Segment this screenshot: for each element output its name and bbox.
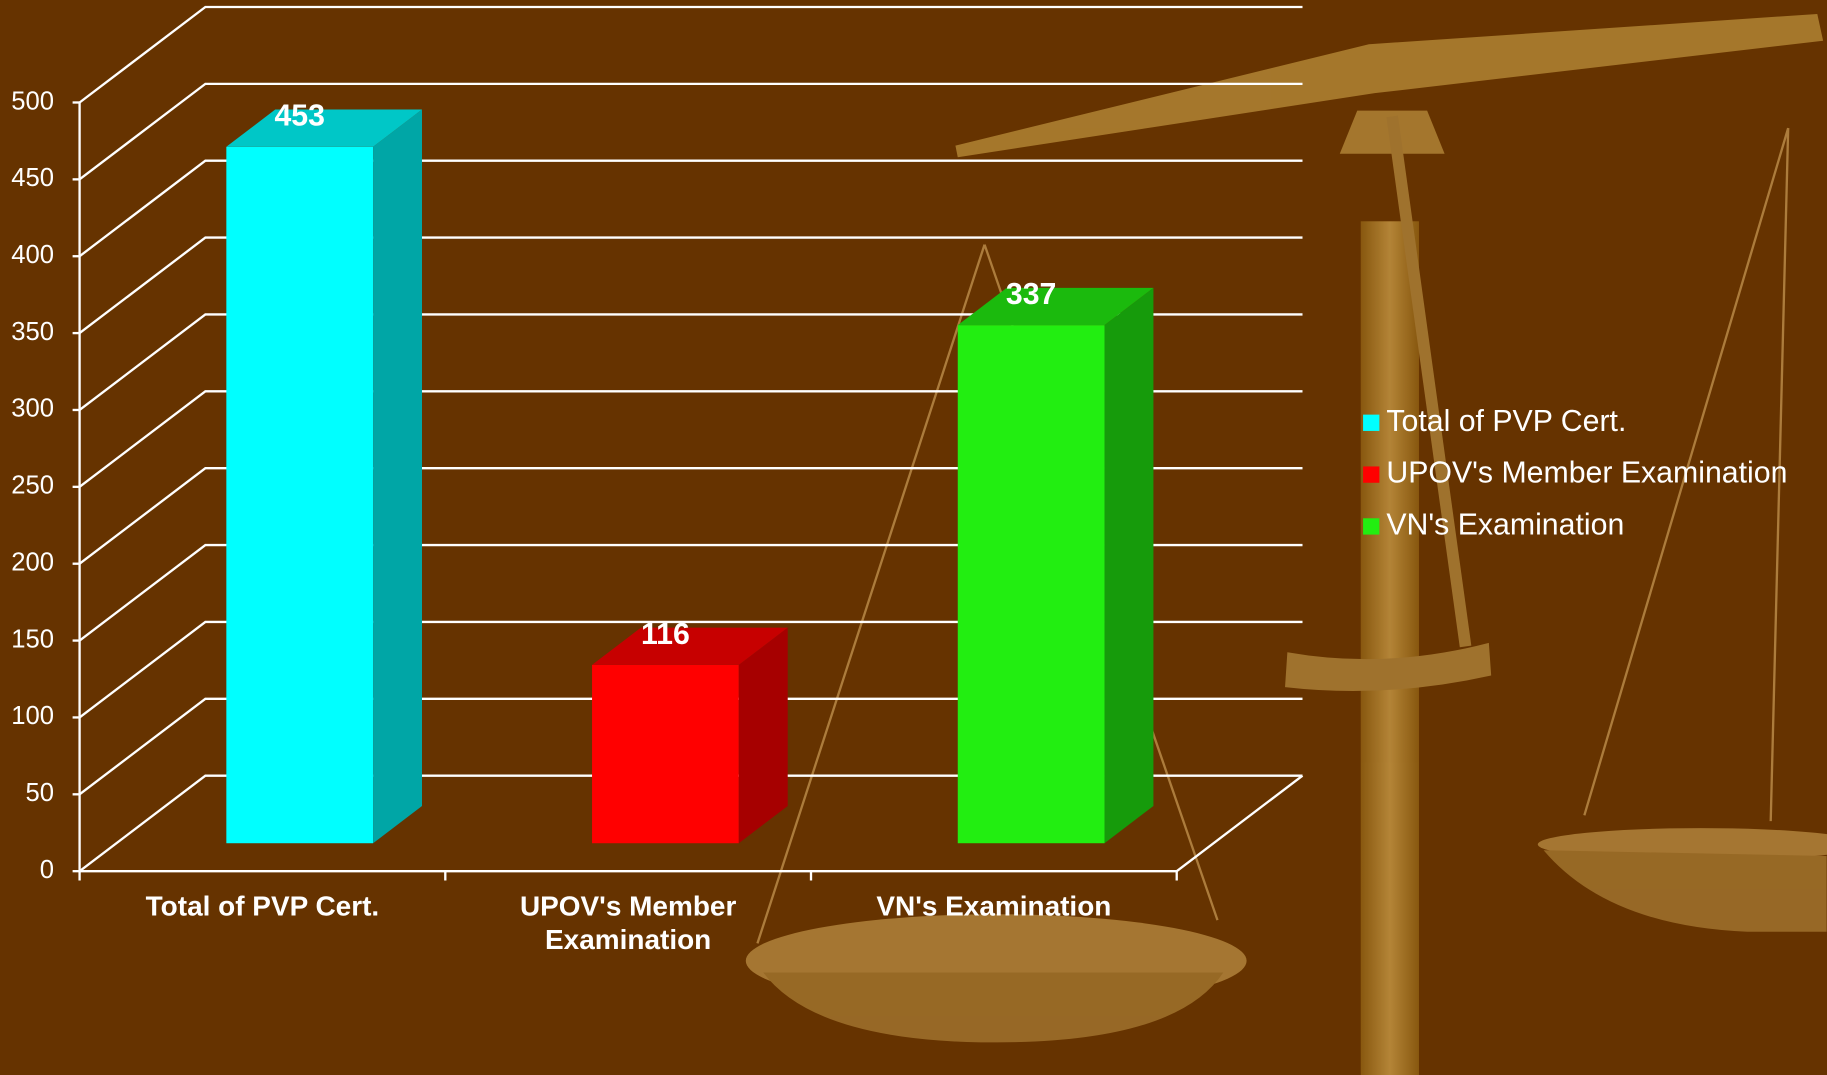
grid-line	[78, 620, 1303, 719]
legend-swatch	[1363, 414, 1380, 431]
grid-line	[78, 697, 1303, 796]
legend-swatch	[1363, 466, 1380, 483]
grid-line	[78, 236, 1303, 335]
bar-front	[592, 664, 739, 844]
grid-line	[78, 159, 1303, 258]
grid-line	[78, 467, 1303, 565]
y-tick-label: 400	[11, 241, 54, 269]
grid-line	[78, 390, 1303, 488]
y-tick-label: 500	[11, 87, 54, 115]
bar-side	[738, 627, 788, 844]
y-tick-label: 300	[11, 395, 54, 423]
bar-top	[226, 109, 423, 147]
bar	[226, 109, 423, 844]
bar	[957, 287, 1154, 844]
bar-front	[226, 146, 374, 844]
legend-label: VN's Examination	[1386, 508, 1624, 541]
bar-front	[957, 325, 1105, 844]
legend-label: UPOV's Member Examination	[1386, 457, 1787, 490]
y-tick-label: 250	[11, 472, 54, 500]
y-tick-label: 350	[11, 318, 54, 346]
bar-side	[373, 109, 423, 844]
grid-line	[78, 82, 1303, 181]
x-label-box: VN's Examination	[876, 890, 1112, 923]
bar	[592, 627, 788, 844]
y-tick-label: 450	[11, 164, 54, 192]
bar-side	[1104, 287, 1154, 844]
x-tick-label: Total of PVP Cert.	[145, 890, 380, 923]
y-tick-label: 100	[11, 702, 54, 730]
legend-swatch	[1363, 518, 1380, 535]
y-tick-label: 0	[40, 856, 54, 884]
bar-top	[592, 627, 788, 665]
x-tick-label: UPOV's Member Examination	[519, 890, 737, 957]
x-tick-label: VN's Examination	[876, 890, 1112, 923]
x-label-box: UPOV's Member Examination	[519, 890, 737, 957]
y-tick-label: 50	[25, 779, 54, 807]
grid-line	[78, 774, 1303, 873]
value-label: 116	[641, 618, 690, 651]
value-label: 453	[274, 100, 325, 133]
legend-label: Total of PVP Cert.	[1386, 405, 1626, 438]
y-tick-label: 200	[11, 548, 54, 576]
grid-line	[78, 543, 1303, 642]
grid-line	[78, 5, 1303, 104]
x-label-box: Total of PVP Cert.	[145, 890, 380, 923]
y-tick-label: 150	[11, 625, 54, 653]
value-label: 337	[1006, 278, 1057, 311]
scale-decoration	[745, 13, 1827, 1075]
bar-top	[957, 287, 1154, 326]
grid-line	[78, 313, 1303, 411]
plot: 0 50 100 150 200 250 300 350 400 450 500 453 Total o…	[11, 5, 1787, 957]
